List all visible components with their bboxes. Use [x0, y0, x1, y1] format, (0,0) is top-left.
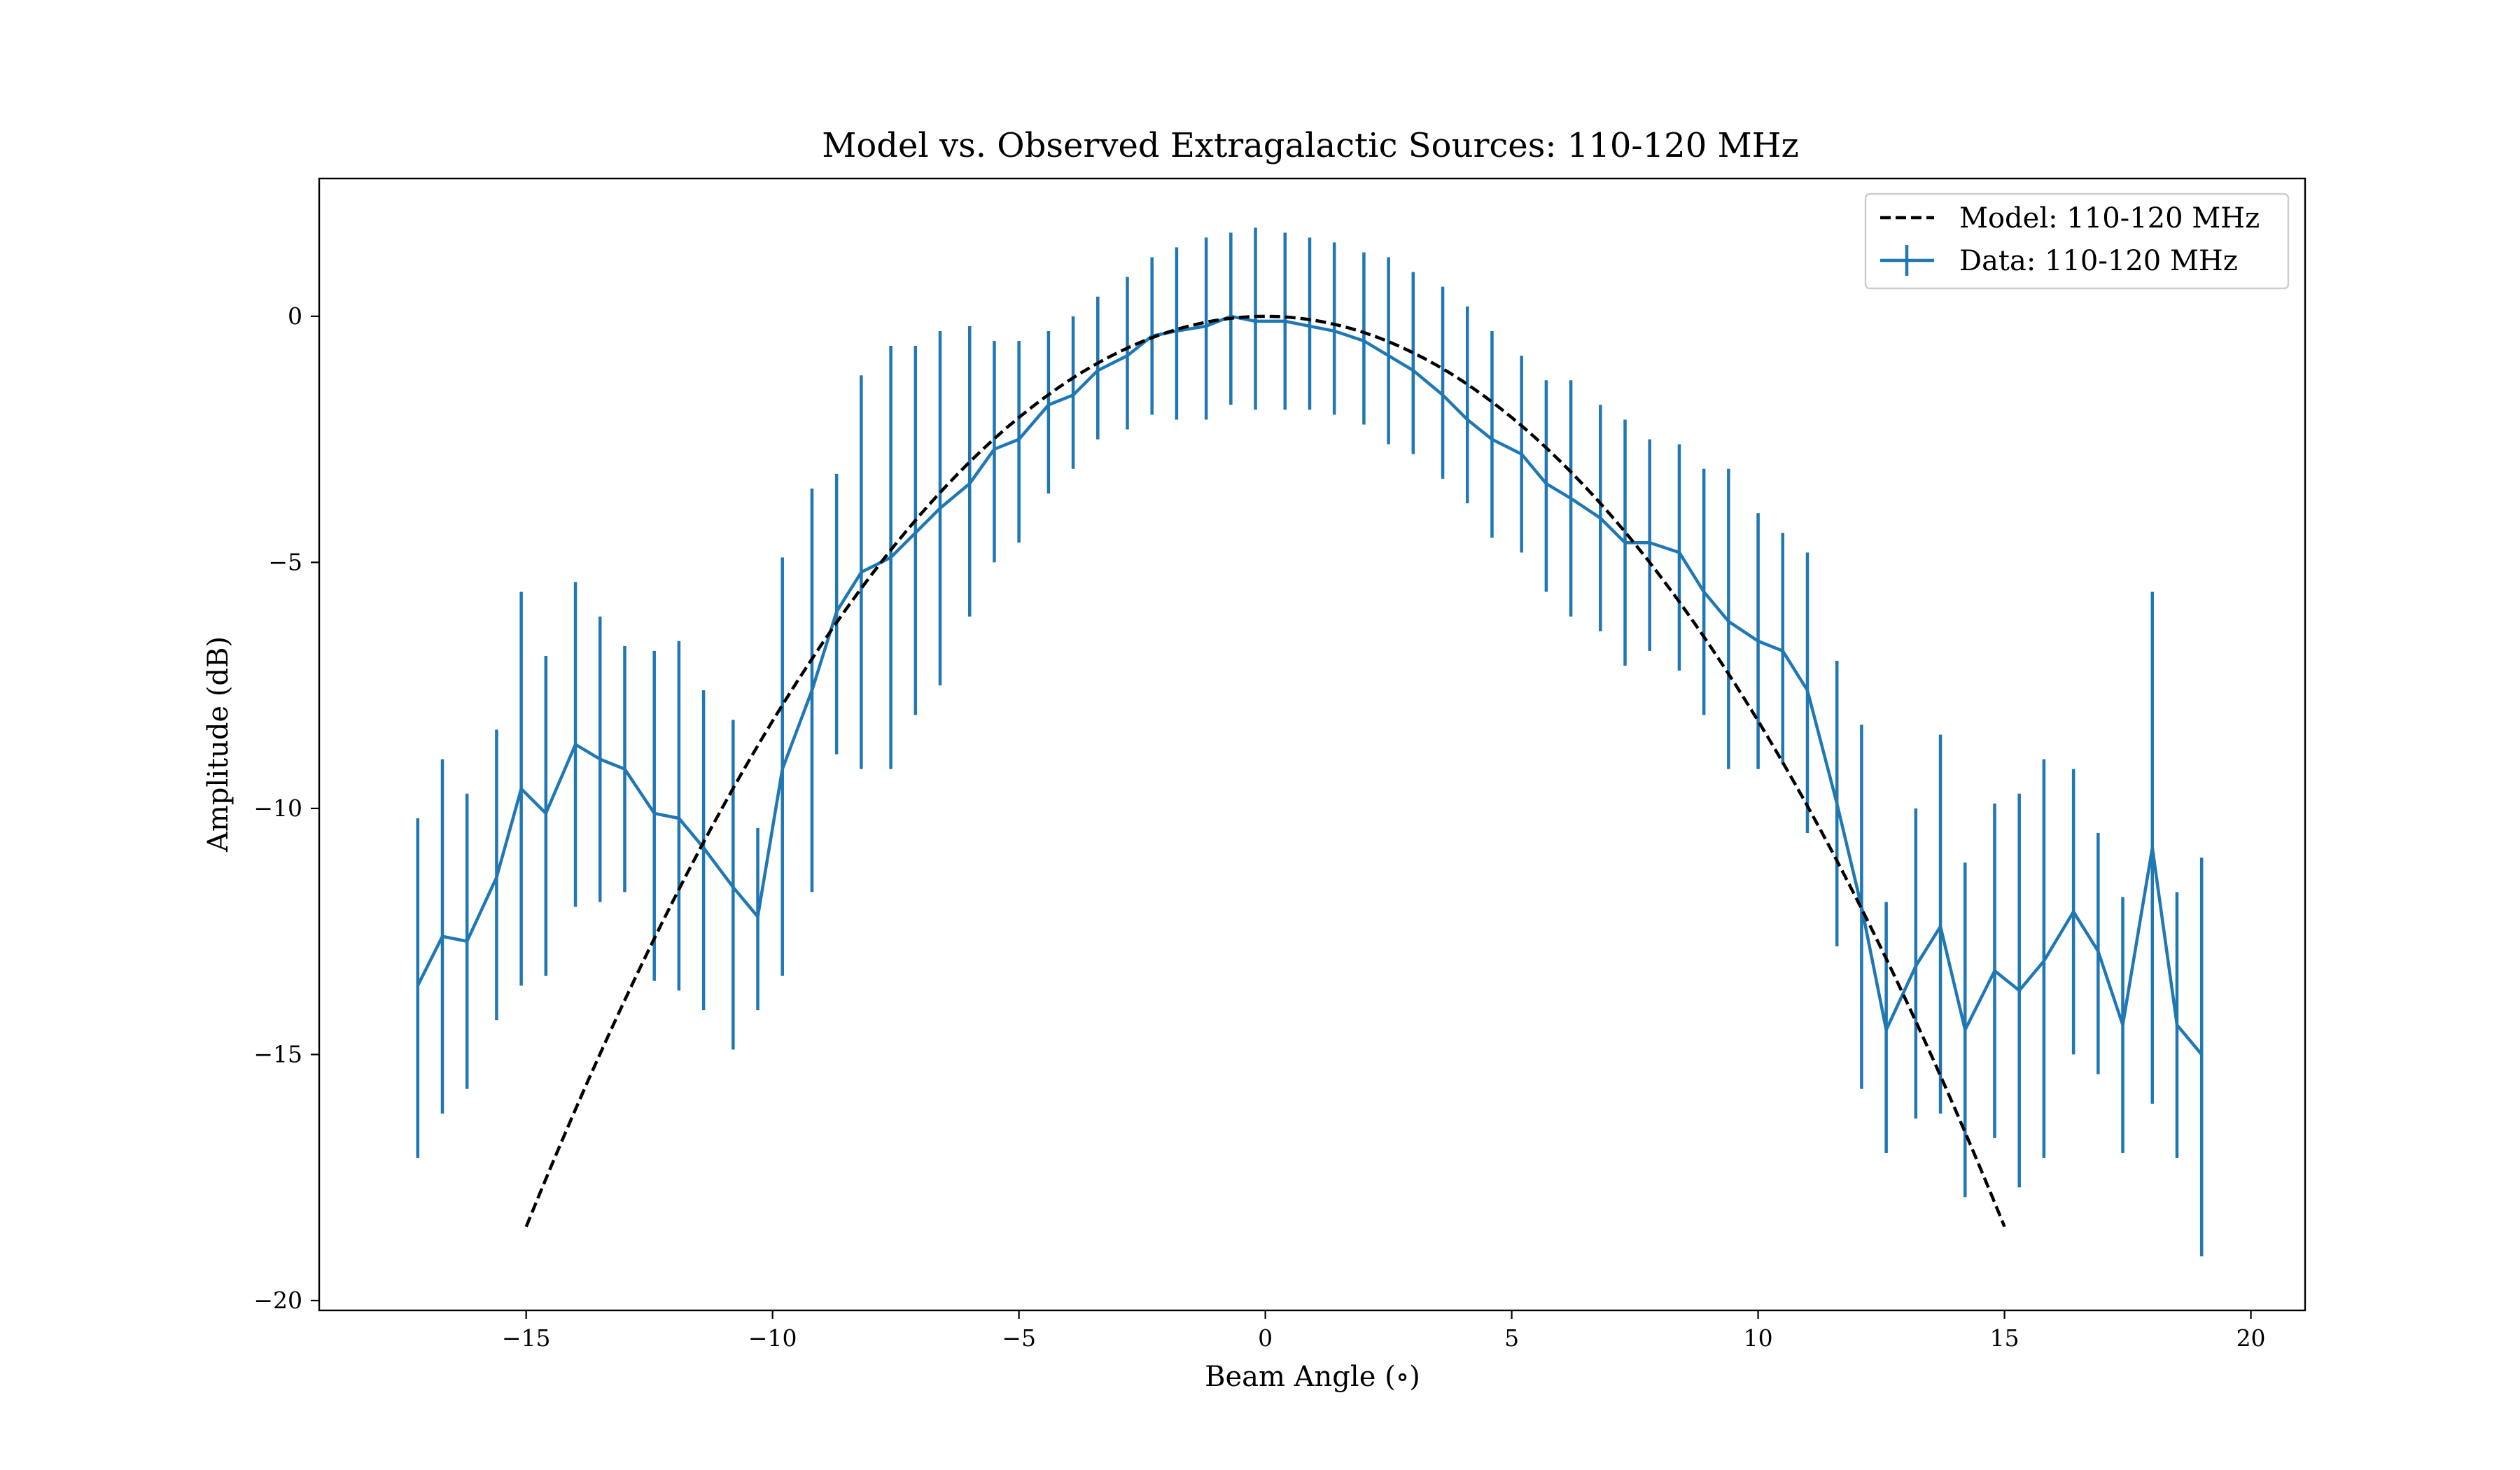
x-tick-label: 10 — [1744, 1324, 1773, 1352]
x-axis-label: Beam Angle (∘) — [1205, 1361, 1420, 1393]
legend-data-label: Data: 110-120 MHz — [1959, 245, 2238, 277]
plot-data-layer — [416, 227, 2204, 1256]
x-tick-label: 5 — [1504, 1324, 1519, 1352]
legend: Model: 110-120 MHz Data: 110-120 MHz — [1864, 192, 2290, 290]
chart-title: Model vs. Observed Extragalactic Sources… — [822, 126, 1799, 165]
y-tick-label: −5 — [268, 548, 302, 575]
data-series-line — [416, 314, 2203, 1056]
y-axis-label: Amplitude (dB) — [202, 636, 234, 853]
y-axis: 0 −5 −10 −15 −20 — [253, 302, 319, 1314]
x-tick-label: −15 — [502, 1324, 551, 1352]
x-tick-label: −10 — [748, 1324, 797, 1352]
y-tick-label: −20 — [253, 1287, 302, 1314]
y-tick-label: −10 — [253, 794, 302, 822]
plot-area-frame — [318, 177, 2306, 1312]
y-tick-label: −15 — [253, 1040, 302, 1068]
legend-box — [1864, 192, 2290, 290]
x-tick-label: 15 — [1990, 1324, 2019, 1352]
x-tick-label: 0 — [1258, 1324, 1273, 1352]
x-tick-label: 20 — [2236, 1324, 2266, 1352]
x-axis: −15 −10 −5 0 5 10 15 20 — [502, 1310, 2266, 1352]
model-series-line — [524, 314, 2006, 1228]
x-tick-label: −5 — [1002, 1324, 1036, 1352]
legend-model-label: Model: 110-120 MHz — [1959, 202, 2260, 234]
y-tick-label: 0 — [288, 302, 302, 330]
